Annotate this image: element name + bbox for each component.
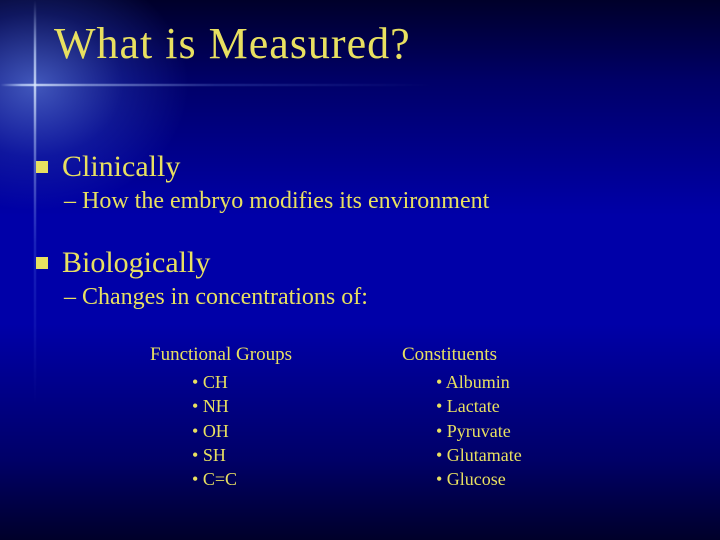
square-bullet-icon	[36, 161, 48, 173]
column-constituents: Constituents Albumin Lactate Pyruvate Gl…	[402, 344, 522, 491]
section-subtext: – Changes in concentrations of:	[64, 284, 368, 311]
column-functional-groups: Functional Groups CH NH OH SH C=C	[150, 344, 292, 491]
column-list: Albumin Lactate Pyruvate Glutamate Gluco…	[436, 370, 522, 491]
slide: What is Measured? Clinically – How the e…	[0, 0, 720, 540]
bullet-row: Clinically	[36, 150, 489, 184]
list-item: Glutamate	[436, 443, 522, 467]
list-item: SH	[192, 443, 292, 467]
bullet-row: Biologically	[36, 246, 368, 280]
slide-title: What is Measured?	[54, 18, 411, 69]
list-item: Pyruvate	[436, 419, 522, 443]
column-list: CH NH OH SH C=C	[192, 370, 292, 491]
columns-wrapper: Functional Groups CH NH OH SH C=C Consti…	[150, 344, 522, 491]
section-heading: Clinically	[62, 150, 180, 184]
list-item: Lactate	[436, 394, 522, 418]
lens-flare-horizontal	[0, 84, 720, 86]
section-clinically: Clinically – How the embryo modifies its…	[36, 150, 489, 215]
list-item: NH	[192, 394, 292, 418]
list-item: Glucose	[436, 467, 522, 491]
list-item: CH	[192, 370, 292, 394]
list-item: Albumin	[436, 370, 522, 394]
section-heading: Biologically	[62, 246, 210, 280]
list-item: OH	[192, 419, 292, 443]
square-bullet-icon	[36, 257, 48, 269]
section-biologically: Biologically – Changes in concentrations…	[36, 246, 368, 311]
column-heading: Constituents	[402, 344, 522, 366]
section-subtext: – How the embryo modifies its environmen…	[64, 188, 489, 215]
list-item: C=C	[192, 467, 292, 491]
column-heading: Functional Groups	[150, 344, 292, 366]
